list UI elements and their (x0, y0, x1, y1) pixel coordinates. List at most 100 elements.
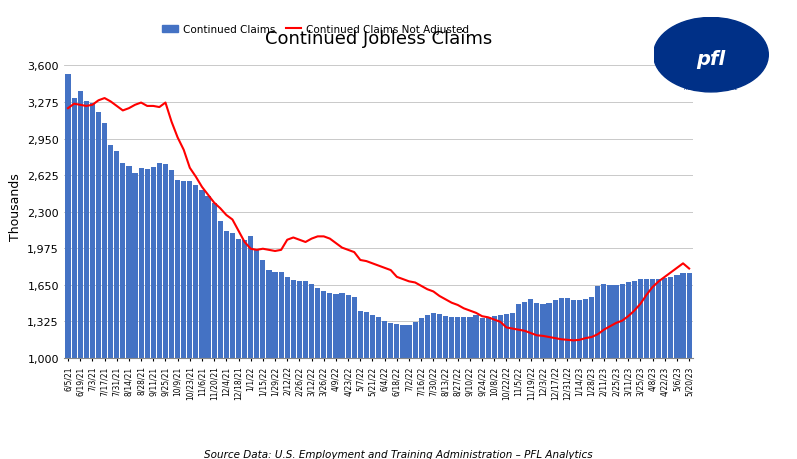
Bar (169, 171, 174, 459)
Bar (157, 164, 162, 459)
Bar (686, 273, 692, 459)
Text: Source Data: U.S. Employment and Training Administration – PFL Analytics: Source Data: U.S. Employment and Trainin… (204, 449, 593, 459)
Bar (632, 282, 637, 459)
Bar (254, 249, 259, 459)
Bar (656, 280, 662, 459)
Bar (589, 297, 595, 459)
Bar (552, 301, 558, 459)
Bar (547, 303, 552, 459)
Legend: Continued Claims, Continued Claims Not Adjusted: Continued Claims, Continued Claims Not A… (158, 21, 473, 39)
Bar (230, 234, 235, 459)
Bar (492, 317, 497, 459)
Bar (406, 325, 411, 459)
Bar (504, 314, 509, 459)
Bar (151, 167, 156, 459)
Bar (455, 318, 461, 459)
Bar (565, 298, 570, 459)
Bar (328, 293, 332, 459)
Bar (211, 203, 217, 459)
Bar (601, 284, 607, 459)
Bar (315, 288, 320, 459)
Bar (120, 164, 125, 459)
Bar (273, 273, 277, 459)
Bar (467, 318, 473, 459)
Bar (559, 298, 563, 459)
Bar (218, 221, 223, 459)
Bar (619, 284, 625, 459)
Bar (418, 319, 424, 459)
Bar (187, 182, 192, 459)
Bar (224, 231, 229, 459)
Bar (583, 300, 588, 459)
Bar (382, 321, 387, 459)
Bar (358, 311, 363, 459)
Bar (279, 273, 284, 459)
Bar (363, 312, 369, 459)
Bar (114, 151, 120, 459)
Bar (321, 292, 326, 459)
Bar (388, 323, 394, 459)
Bar (516, 304, 521, 459)
Bar (443, 317, 448, 459)
Bar (485, 318, 491, 459)
Y-axis label: Thousands: Thousands (9, 173, 22, 241)
Bar (571, 301, 576, 459)
Bar (626, 283, 630, 459)
Bar (522, 302, 528, 459)
Bar (127, 166, 132, 459)
Bar (175, 181, 180, 459)
Bar (309, 284, 314, 459)
Bar (90, 103, 95, 459)
Bar (638, 280, 643, 459)
Bar (674, 275, 680, 459)
Bar (346, 295, 351, 459)
Title: Continued Jobless Claims: Continued Jobless Claims (265, 30, 493, 48)
Bar (261, 260, 265, 459)
Bar (139, 168, 143, 459)
Bar (236, 239, 241, 459)
Bar (607, 285, 613, 459)
Bar (644, 280, 649, 459)
Bar (266, 270, 272, 459)
Bar (285, 277, 290, 459)
Bar (296, 282, 302, 459)
Bar (376, 318, 381, 459)
Bar (163, 165, 168, 459)
Bar (102, 123, 107, 459)
Bar (144, 169, 150, 459)
Bar (461, 318, 466, 459)
Bar (595, 286, 600, 459)
Bar (340, 293, 344, 459)
Bar (534, 303, 540, 459)
Bar (72, 99, 77, 459)
Bar (498, 315, 503, 459)
Bar (395, 325, 399, 459)
Bar (480, 319, 485, 459)
Text: RELENTLESS SERVICE: RELENTLESS SERVICE (684, 86, 738, 91)
Bar (96, 112, 101, 459)
Bar (351, 297, 357, 459)
Bar (662, 278, 667, 459)
Bar (65, 75, 71, 459)
Bar (194, 185, 198, 459)
Bar (333, 294, 339, 459)
Bar (577, 301, 582, 459)
Bar (206, 196, 210, 459)
Bar (84, 102, 89, 459)
Bar (528, 300, 533, 459)
Bar (540, 304, 546, 459)
Bar (370, 315, 375, 459)
Bar (668, 277, 673, 459)
Bar (77, 92, 83, 459)
Circle shape (654, 18, 768, 93)
Bar (449, 318, 454, 459)
Bar (132, 174, 138, 459)
Bar (413, 322, 418, 459)
Bar (473, 315, 478, 459)
Bar (108, 146, 113, 459)
Bar (248, 237, 253, 459)
Bar (614, 285, 618, 459)
Bar (510, 313, 515, 459)
Bar (199, 191, 205, 459)
Bar (650, 280, 655, 459)
